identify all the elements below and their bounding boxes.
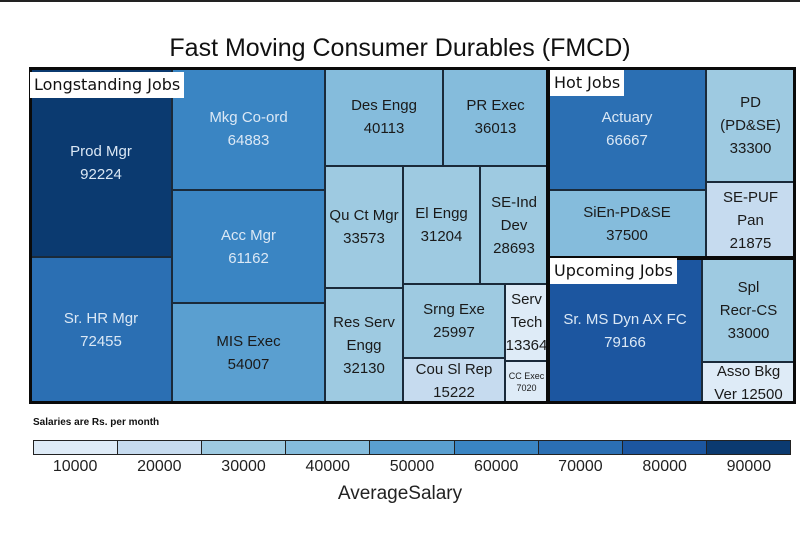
treemap-tile: MIS Exec 54007 [172,303,325,403]
legend-swatch [34,441,119,454]
tile-value: 32130 [343,360,385,377]
legend-ticks: 10000 20000 30000 40000 50000 60000 70000 80000… [33,458,791,476]
tile-value: 40113 [363,120,405,137]
tile-label: Tech [510,314,543,331]
tile-value: 64883 [227,132,270,149]
tile-label: SiEn-PD&SE [583,204,671,221]
tile-label: Srng Exe [423,301,485,318]
tile-label: El Engg [415,205,468,222]
tile-value: 33000 [727,324,770,342]
tile-label: Acc Mgr [220,226,276,244]
tile-label: Prod Mgr [70,142,132,160]
tile-label: Asso Bkg [716,362,781,380]
tile-label: Sr. MS Dyn AX FC [563,310,687,328]
treemap-tile: Mkg Co-ord 64883 [172,68,325,190]
tile-value: 61162 [228,249,269,267]
treemap-tile: Des Engg 40113 [325,68,443,166]
group-label: Longstanding Jobs [30,72,185,98]
tile-label: PD [740,93,761,111]
color-legend [33,440,791,455]
group-label: Upcoming Jobs [550,258,677,284]
legend-tick-label: 20000 [137,458,182,475]
tile-label: SE-Ind [491,193,537,211]
tile-value: 21875 [729,234,772,252]
group-label: Hot Jobs [550,70,625,96]
top-border-line [0,0,800,2]
legend-tick-label: 50000 [389,458,435,475]
tile-value: 54007 [227,356,270,373]
treemap-tile: PR Exec 36013 [443,68,548,166]
tile-value: 15222 [433,383,475,401]
tile-label: Actuary [601,109,653,126]
tile-label: Dev [500,216,528,234]
legend-swatch [622,441,707,454]
tile-value: 66667 [606,132,648,149]
tile-value: 13364 [505,337,548,354]
tile-value: 72455 [80,333,122,350]
tile-value: 33300 [729,139,772,157]
tile-label: Des Engg [351,97,417,114]
tile-value: 92224 [80,165,122,183]
treemap-tile: SE-PUF Pan 21875 [706,182,795,258]
legend-swatch [706,441,790,454]
tile-label: Engg [346,337,382,354]
treemap-tile: Res Serv Engg 32130 [325,288,403,403]
chart-title: Fast Moving Consumer Durables (FMCD) [169,34,631,62]
legend-tick-label: 70000 [558,458,603,475]
legend-swatch [118,441,203,454]
legend-swatch [286,441,371,454]
treemap-tile: Sr. HR Mgr 72455 [30,257,172,403]
legend-swatch [538,441,623,454]
tile-label: Qu Ct Mgr [329,207,399,224]
tile-value: 33573 [343,230,385,247]
tile-label: Mkg Co-ord [209,109,288,126]
treemap-tile: Serv Tech 13364 [505,284,548,361]
legend-swatch [202,441,287,454]
treemap-tile: Spl Recr-CS 33000 [702,258,795,362]
tile-value: 37500 [606,227,648,244]
tile-value: 79166 [604,333,646,351]
treemap-tile: SiEn-PD&SE 37500 [548,190,706,258]
treemap-tile: SE-Ind Dev 28693 [480,166,548,284]
treemap-tile: Srng Exe 25997 [403,284,505,358]
tile-label: SE-PUF [722,188,778,206]
legend-swatch [454,441,539,454]
tile-value: 31204 [420,228,463,245]
legend-tick-label: 60000 [473,458,519,475]
tile-label: Res Serv [333,314,395,331]
legend-tick-label: 30000 [221,458,266,475]
treemap-tile: Asso Bkg Ver 12500 [702,362,795,403]
tile-label: Cou Sl Rep [415,360,493,378]
legend-tick-label: 80000 [642,458,687,475]
tile-label: PR Exec [466,97,525,114]
legend-tick-label: 40000 [305,458,351,475]
treemap-tile: PD (PD&SE) 33300 [706,68,795,182]
tile-value: 28693 [493,239,535,257]
tile-label: CC Exec [508,371,545,381]
tile-label: Spl [737,278,760,296]
legend-swatch [370,441,455,454]
legend-tick-label: 10000 [52,458,98,475]
tile-label: (PD&SE) [720,116,781,134]
tile-label: Sr. HR Mgr [63,310,139,327]
treemap-tile: Cou Sl Rep 15222 [403,358,505,403]
treemap-tile: Qu Ct Mgr 33573 [325,166,403,288]
tile-value: 36013 [474,120,517,137]
treemap-tile: Prod Mgr 92224 [30,68,172,257]
legend-tick-label: 90000 [726,458,772,475]
tile-value: 25997 [433,324,475,341]
tile-label: Recr-CS [719,301,778,319]
tile-label: Serv [511,291,542,308]
tile-label: Pan [737,211,764,229]
legend-title: AverageSalary [337,483,463,504]
tile-label: MIS Exec [216,333,281,350]
treemap-tile: Acc Mgr 61162 [172,190,325,303]
treemap-tile: Actuary 66667 [548,68,706,190]
salary-note: Salaries are Rs. per month [33,417,160,428]
treemap-tile: El Engg 31204 [403,166,480,284]
tile-value: 7020 [516,383,537,393]
treemap-tile: CC Exec 7020 [505,361,548,403]
tile-value: Ver 12500 [714,385,783,403]
